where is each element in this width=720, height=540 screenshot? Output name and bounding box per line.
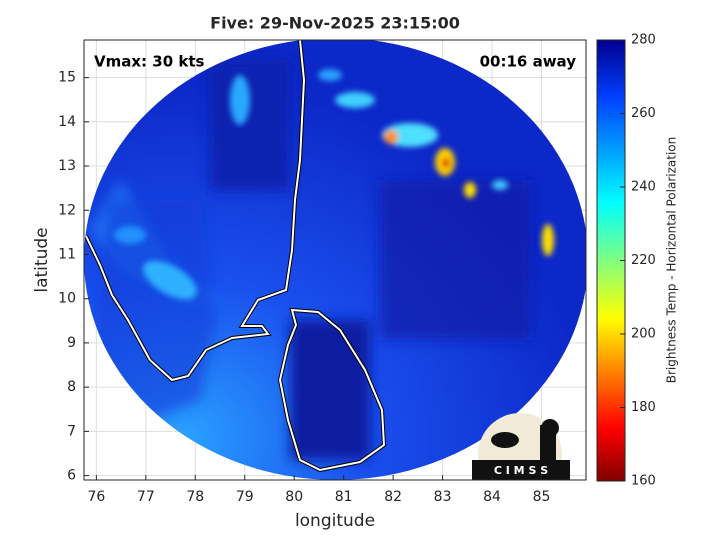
- y-tick-label: 12: [58, 202, 76, 218]
- y-tick-label: 13: [58, 158, 76, 174]
- x-tick-label: 84: [483, 489, 501, 505]
- y-axis-label: latitude: [32, 227, 52, 292]
- logo-text: C I M S S: [494, 464, 548, 477]
- x-axis-label: longitude: [295, 511, 375, 531]
- x-tick-label: 76: [87, 489, 105, 505]
- y-tick-label: 10: [58, 291, 76, 307]
- cimss-logo: C I M S S: [472, 413, 570, 480]
- x-tick-label: 79: [236, 489, 254, 505]
- title: Five: 29-Nov-2025 23:15:00: [210, 14, 460, 33]
- colorbar-tick-label: 160: [631, 474, 656, 489]
- y-tick-label: 9: [67, 335, 76, 351]
- plot-frame: [83, 39, 587, 481]
- x-tick-label: 83: [434, 489, 452, 505]
- colorbar-tick-label: 240: [631, 180, 656, 195]
- colorbar-tick-label: 260: [631, 106, 656, 121]
- y-tick-label: 7: [67, 423, 76, 439]
- away-annotation: 00:16 away: [480, 53, 577, 71]
- x-tick-label: 77: [137, 489, 155, 505]
- y-tick-label: 14: [58, 114, 76, 130]
- x-tick-label: 85: [533, 489, 551, 505]
- y-tick-label: 8: [67, 379, 76, 395]
- colorbar-tick-label: 220: [631, 253, 656, 268]
- y-tick-label: 11: [58, 246, 76, 262]
- colorbar-tick-label: 200: [631, 327, 656, 342]
- vmax-annotation: Vmax: 30 kts: [94, 53, 204, 71]
- x-tick-label: 78: [186, 489, 204, 505]
- satellite-image: [84, 40, 586, 480]
- y-tick-label: 15: [58, 70, 76, 86]
- colorbar-tick-label: 180: [631, 400, 656, 415]
- x-tick-label: 82: [384, 489, 402, 505]
- colorbar-tick-label: 280: [631, 33, 656, 48]
- x-tick-label: 80: [285, 489, 303, 505]
- x-tick-label: 81: [335, 489, 353, 505]
- colorbar-label: Brightness Temp - Horizontal Polarizatio…: [665, 137, 679, 384]
- y-tick-label: 6: [67, 468, 76, 484]
